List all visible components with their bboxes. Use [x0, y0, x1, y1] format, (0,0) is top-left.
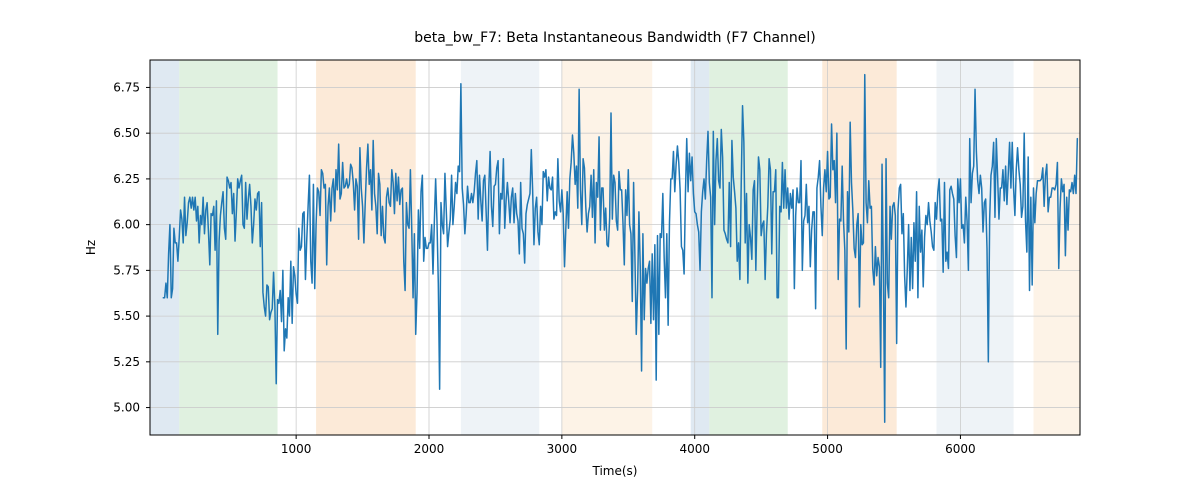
x-tick-label: 5000 — [812, 442, 843, 456]
x-tick-label: 3000 — [547, 442, 578, 456]
y-tick-label: 6.75 — [113, 80, 140, 94]
y-tick-label: 5.00 — [113, 401, 140, 415]
span — [316, 60, 416, 435]
x-tick-label: 6000 — [945, 442, 976, 456]
chart-title: beta_bw_F7: Beta Instantaneous Bandwidth… — [414, 30, 816, 46]
x-tick-label: 2000 — [414, 442, 445, 456]
x-axis-label: Time(s) — [592, 464, 638, 478]
chart-svg: 1000 2000 3000 4000 5000 6000 5.00 5.25 5.50 5.75… — [0, 0, 1200, 500]
y-tick-label: 6.25 — [113, 172, 140, 186]
span — [1034, 60, 1081, 435]
background-spans — [150, 60, 1080, 435]
span — [150, 60, 179, 435]
y-tick-label: 6.50 — [113, 126, 140, 140]
y-tick-label: 5.25 — [113, 355, 140, 369]
y-tick-label: 6.00 — [113, 218, 140, 232]
y-axis-label: Hz — [84, 240, 98, 255]
chart-container: 1000 2000 3000 4000 5000 6000 5.00 5.25 5.50 5.75… — [0, 0, 1200, 500]
x-tick-label: 1000 — [281, 442, 312, 456]
span — [461, 60, 539, 435]
y-tick-label: 5.75 — [113, 263, 140, 277]
x-tick-label: 4000 — [679, 442, 710, 456]
y-tick-label: 5.50 — [113, 309, 140, 323]
